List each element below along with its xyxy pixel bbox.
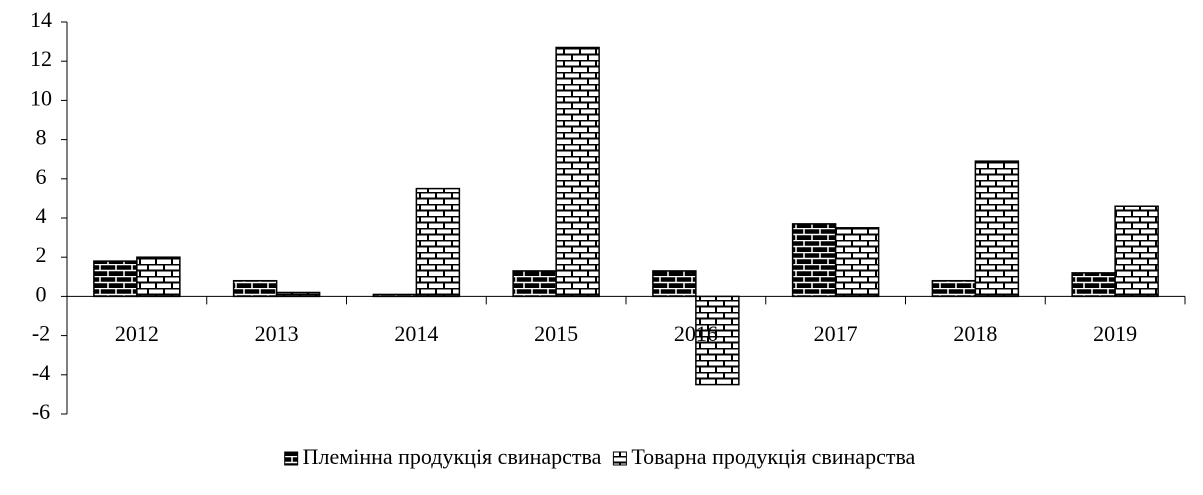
bar bbox=[232, 279, 278, 298]
y-tick-label: 14 bbox=[30, 7, 52, 32]
x-tick-label: 2015 bbox=[534, 321, 578, 346]
bar bbox=[834, 227, 880, 298]
x-tick-label: 2018 bbox=[953, 321, 997, 346]
y-tick-label: 12 bbox=[30, 46, 52, 71]
x-tick-label: 2017 bbox=[814, 321, 858, 346]
bar bbox=[275, 291, 321, 298]
x-tick-label: 2012 bbox=[115, 321, 159, 346]
x-tick-label: 2013 bbox=[255, 321, 299, 346]
y-tick-label: -6 bbox=[32, 399, 50, 424]
legend-marker bbox=[284, 451, 299, 466]
y-tick-label: 2 bbox=[36, 242, 47, 267]
y-tick-label: 4 bbox=[36, 203, 47, 228]
y-tick-label: 0 bbox=[36, 281, 47, 306]
bar bbox=[931, 279, 977, 298]
x-tick-label: 2014 bbox=[394, 321, 438, 346]
bar bbox=[1114, 205, 1159, 298]
y-tick-label: 8 bbox=[36, 125, 47, 150]
bar bbox=[974, 160, 1020, 298]
y-tick-label: -4 bbox=[32, 360, 50, 385]
bar bbox=[512, 270, 557, 298]
legend-marker bbox=[612, 451, 627, 466]
x-tick-label: 2016 bbox=[674, 321, 718, 346]
bar bbox=[415, 187, 461, 298]
bar bbox=[136, 256, 181, 298]
bar bbox=[652, 270, 697, 298]
bar bbox=[1071, 272, 1116, 298]
legend-label: Племінна продукція свинарства bbox=[303, 444, 602, 469]
y-tick-label: -2 bbox=[32, 321, 50, 346]
bar bbox=[555, 46, 600, 298]
y-tick-label: 10 bbox=[30, 85, 52, 110]
x-tick-label: 2019 bbox=[1093, 321, 1137, 346]
y-tick-label: 6 bbox=[36, 164, 47, 189]
legend-label: Товарна продукція свинарства bbox=[631, 444, 915, 469]
bar bbox=[791, 223, 837, 298]
bar bbox=[93, 260, 138, 298]
